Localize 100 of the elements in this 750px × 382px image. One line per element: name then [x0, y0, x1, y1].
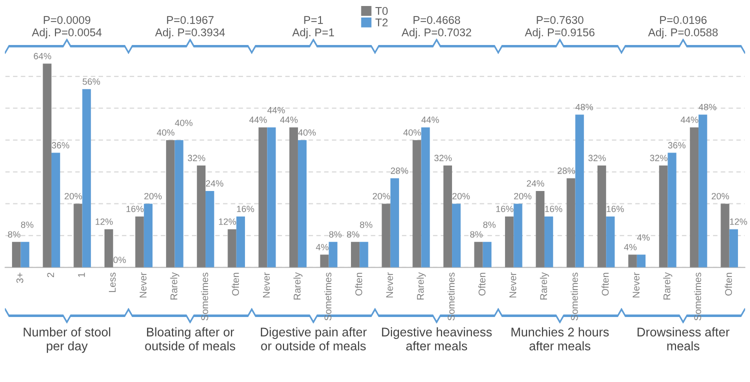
bar — [544, 216, 554, 268]
data-label: 8% — [470, 231, 483, 238]
bar — [505, 216, 514, 268]
bar — [668, 152, 676, 268]
bar — [135, 216, 144, 268]
data-label: 8% — [329, 231, 342, 238]
bar — [474, 242, 483, 268]
x-tick-label: Sometimes — [694, 272, 702, 320]
bar — [320, 254, 329, 268]
bar — [636, 254, 646, 268]
data-label: 44% — [280, 116, 298, 123]
bar — [12, 242, 21, 268]
data-label: 20% — [452, 192, 470, 200]
data-label: 4% — [624, 244, 637, 250]
bar — [144, 204, 153, 268]
x-tick-label: Often — [232, 272, 239, 296]
data-label: 32% — [434, 154, 452, 162]
text: Digestive heaviness after meals — [382, 327, 492, 350]
data-label: 40% — [298, 129, 316, 136]
text: P=1 Adj. P=1 — [292, 16, 334, 39]
bar — [698, 114, 708, 268]
bar — [421, 127, 430, 268]
data-label: 8% — [21, 222, 34, 228]
x-tick-label: Rarely — [540, 272, 549, 300]
data-label: 8% — [346, 231, 360, 238]
text: P=0.4668 Adj. P=0.7032 — [402, 16, 472, 39]
x-tick-label: Rarely — [663, 272, 672, 300]
bar — [482, 242, 492, 268]
data-label: 36% — [668, 142, 686, 148]
x-tick-label: 2 — [47, 272, 54, 278]
data-label: 56% — [82, 78, 100, 85]
data-label: 16% — [606, 206, 624, 212]
bar — [206, 191, 214, 268]
x-tick-label: Sometimes — [448, 272, 455, 320]
bar — [606, 216, 615, 268]
data-label: 0% — [113, 256, 126, 264]
bar — [514, 204, 522, 268]
legend-label: T0 — [375, 7, 388, 15]
data-label: 32% — [650, 154, 668, 162]
data-label: 12% — [218, 218, 236, 225]
data-label: 20% — [64, 192, 82, 200]
bar — [20, 242, 30, 268]
data-label: 20% — [514, 192, 532, 200]
legend-label: T2 — [375, 18, 388, 26]
data-label: 16% — [496, 206, 514, 212]
bar — [628, 254, 637, 268]
data-label: 16% — [237, 206, 254, 212]
bar — [196, 166, 206, 268]
data-label: 32% — [588, 154, 606, 162]
bar — [289, 127, 298, 268]
x-tick-label: Often — [602, 272, 609, 296]
data-label: 32% — [188, 154, 206, 162]
bar — [536, 191, 544, 268]
data-label: 24% — [526, 180, 544, 187]
bar — [350, 242, 360, 268]
text: P=0.0196 Adj. P=0.0588 — [648, 16, 718, 39]
data-label: 20% — [712, 192, 730, 200]
bar — [42, 64, 52, 268]
x-tick-label: Sometimes — [324, 272, 332, 320]
data-label: 16% — [126, 206, 144, 212]
x-tick-label: 3+ — [16, 272, 24, 283]
bar — [690, 127, 699, 268]
x-tick-label: Rarely — [416, 272, 426, 300]
data-label: 48% — [575, 104, 594, 110]
x-tick-label: Never — [262, 272, 270, 298]
data-label: 12% — [96, 218, 113, 225]
data-label: 20% — [372, 192, 390, 200]
bar — [360, 242, 368, 268]
data-label: 40% — [174, 120, 192, 126]
x-tick-label: 1 — [78, 272, 85, 277]
data-label: 48% — [698, 104, 716, 110]
data-label: 44% — [680, 116, 698, 123]
data-label: 44% — [267, 107, 285, 114]
bar — [51, 152, 60, 268]
data-label: 64% — [34, 52, 52, 60]
data-label: 4% — [316, 244, 328, 250]
bar — [443, 166, 452, 268]
bar — [382, 204, 390, 268]
bar — [258, 127, 268, 268]
bar — [82, 89, 91, 268]
bar — [298, 140, 307, 268]
data-label: 8% — [8, 231, 20, 238]
data-label: 40% — [156, 129, 174, 136]
data-label: 28% — [390, 168, 408, 174]
bar — [267, 127, 276, 268]
bar — [174, 140, 184, 268]
bar — [720, 204, 730, 268]
data-label: 8% — [483, 222, 496, 228]
text: P=0.0009 Adj. P=0.0054 — [32, 16, 102, 39]
bar — [166, 140, 175, 268]
bar — [729, 229, 738, 268]
bar — [228, 229, 236, 268]
x-tick-label: Never — [386, 272, 394, 298]
text: Munchies 2 hours after meals — [512, 327, 609, 350]
bar — [412, 140, 422, 268]
x-tick-label: Never — [632, 272, 640, 298]
x-tick-label: Rarely — [293, 272, 302, 300]
bar — [236, 216, 245, 268]
data-label: 44% — [249, 116, 267, 123]
text: Bloating after or outside of meals — [145, 327, 236, 350]
